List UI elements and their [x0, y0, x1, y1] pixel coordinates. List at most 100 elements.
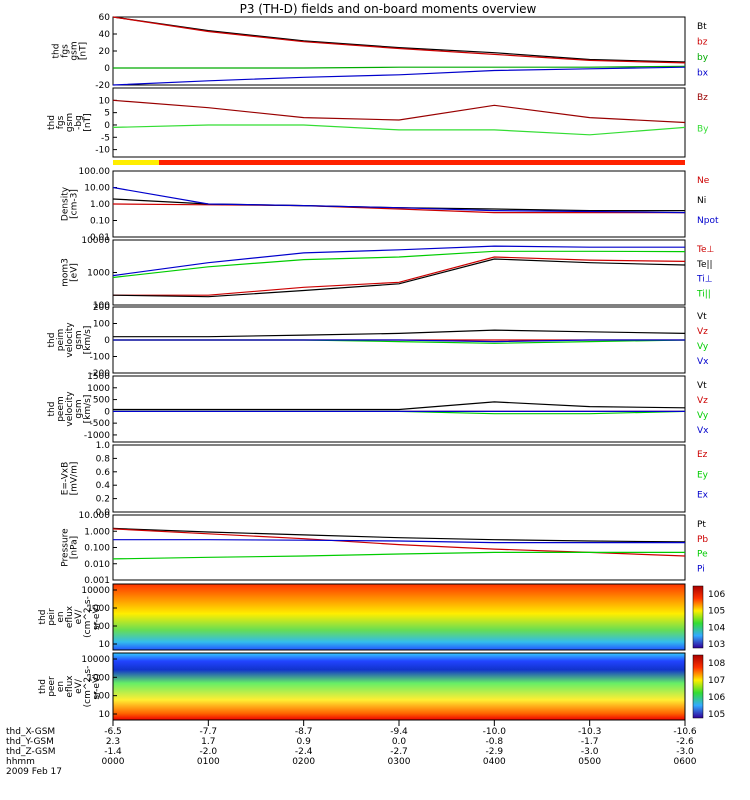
mode-bar-slow [113, 160, 159, 165]
y-tick-label: -20 [95, 81, 110, 91]
legend-ez: Ez [697, 450, 708, 460]
colorbar-label: 108 [708, 659, 725, 669]
legend-vx: Vx [697, 357, 709, 367]
colorbar-label: 103 [708, 640, 725, 650]
y-tick-label: 10 [99, 96, 111, 106]
legend-vz: Vz [697, 396, 708, 406]
y-tick-label: 10 [99, 710, 111, 720]
y-tick-label: 1.0 [96, 441, 111, 451]
panel-frame [112, 514, 686, 581]
colorbar-label: 107 [708, 676, 725, 686]
y-tick-label: 0.6 [96, 468, 111, 478]
y-axis-label: Density[cm-3] [61, 186, 80, 221]
series-fgs_gsm-bx [112, 66, 686, 86]
x-row-value: -8.7 [295, 727, 313, 737]
x-row-label: thd_X-GSM [6, 727, 55, 737]
y-tick-label: 100 [93, 301, 110, 311]
y-tick-label: -100 [90, 353, 111, 363]
panel-fgs_gsm_detrend: 10 5 0 -5 -10 thdfgsgsm-bg[nT] Bz By [47, 87, 709, 158]
x-row-value: -9.4 [390, 727, 408, 737]
y-tick-label: 1000 [87, 384, 110, 394]
y-tick-label: 200 [93, 303, 110, 313]
legend-ne: Ne [697, 176, 710, 186]
y-axis-label: thdfgsgsm-bg[nT] [47, 113, 93, 132]
legend-vt: Vt [697, 312, 707, 322]
y-tick-label: 0 [104, 336, 110, 346]
x-row-value: -7.7 [200, 727, 218, 737]
legend-te: Te⊥ [696, 245, 715, 255]
y-tick-label: -5 [101, 133, 110, 143]
y-tick-label: 0 [104, 407, 110, 417]
y-axis-label: thdpeimvelocitygsm[km/s] [47, 322, 93, 358]
y-axis-label: thdpeerenefluxeV/(cm^2-s-sr-eV) [38, 666, 102, 708]
x-row-value: -3.0 [676, 747, 694, 757]
legend-bx: bx [697, 69, 709, 79]
series-peem_velocity-vt [113, 401, 686, 411]
legend-te: Te|| [696, 260, 713, 270]
y-tick-label: 10000 [81, 236, 110, 246]
series-fgs_gsm-bz [112, 16, 686, 64]
y-axis-label: Pressure[nPa] [61, 528, 80, 567]
legend-by: by [697, 53, 709, 63]
y-tick-label: 1500 [87, 372, 110, 382]
series-density-npot [112, 186, 686, 214]
legend-bz: bz [697, 38, 708, 48]
x-row-value: 0400 [483, 757, 506, 767]
mode-bar-fast [159, 160, 685, 165]
y-tick-label: 10.00 [84, 184, 110, 194]
series-temperature-te [113, 256, 686, 296]
legend-bt: Bt [697, 22, 707, 32]
y-tick-label: 500 [93, 396, 110, 406]
colorbar-label: 105 [708, 607, 725, 617]
y-tick-label: 0 [104, 64, 110, 74]
panel-temperature: 10000 1000 100 mom3[eV] Te⊥ Te|| Ti⊥ Ti|| [61, 236, 715, 311]
y-tick-label: 10.000 [79, 511, 111, 521]
legend-vz: Vz [697, 327, 708, 337]
series-pressure-pt [112, 527, 686, 543]
y-tick-label: 0.01 [90, 233, 110, 243]
x-row-value: -3.0 [581, 747, 599, 757]
y-tick-label: 1000 [87, 673, 110, 683]
x-row-value: -6.5 [104, 727, 122, 737]
x-row-value: 1.7 [201, 737, 215, 747]
legend-pb: Pb [697, 535, 708, 545]
panel-fgs_gsm: 60 40 20 0 -20 thdfgsgsm[nT] Bt bz by bx [52, 13, 709, 91]
x-row-value: 2.3 [106, 737, 120, 747]
legend-ti: Ti⊥ [696, 275, 713, 285]
series-fgs_gsm-by [113, 65, 686, 69]
y-tick-label: 60 [99, 13, 111, 23]
legend-by: By [697, 125, 709, 135]
y-axis-label: E=-VxB[mV/m] [61, 462, 80, 496]
legend-pi: Pi [697, 564, 705, 574]
series-pressure-pi [113, 539, 685, 544]
spectrogram-peir_spec [113, 584, 685, 650]
y-tick-label: 0.2 [96, 495, 110, 505]
y-tick-label: 0.10 [90, 217, 110, 227]
x-row-value: 0.0 [392, 737, 407, 747]
y-axis-label: mom3[eV] [61, 258, 80, 287]
panels-group: 6040200-20thdfgsgsm[nT]Btbzbybx1050-5-10… [38, 13, 725, 721]
x-row-value: -10.3 [578, 727, 601, 737]
y-tick-label: 0.8 [96, 454, 111, 464]
x-row-value: -10.6 [673, 727, 697, 737]
y-tick-label: 40 [99, 30, 111, 40]
y-tick-label: 5 [104, 109, 110, 119]
panel-peim_velocity: 2001000-100-200thdpeimvelocitygsm[km/s]V… [47, 303, 709, 379]
y-tick-label: 1.000 [84, 527, 110, 537]
x-row-value: -10.0 [483, 727, 507, 737]
y-tick-label: 100 [93, 320, 110, 330]
x-row-value: -1.4 [104, 747, 122, 757]
colorbar-label: 106 [708, 693, 725, 703]
y-tick-label: 0.100 [84, 544, 110, 554]
series-fgs_gsm_detrend-bz [112, 99, 686, 124]
series-temperature-ti [112, 245, 685, 277]
x-row-value: 0300 [388, 757, 411, 767]
spectrogram-peer_spec [113, 653, 685, 720]
y-tick-label: 0.010 [84, 560, 110, 570]
y-tick-label: 0 [104, 121, 110, 131]
y-tick-label: -200 [90, 369, 111, 379]
colorbar-label: 105 [708, 710, 725, 720]
x-row-value: -2.4 [295, 747, 313, 757]
x-row-value: 0500 [578, 757, 601, 767]
